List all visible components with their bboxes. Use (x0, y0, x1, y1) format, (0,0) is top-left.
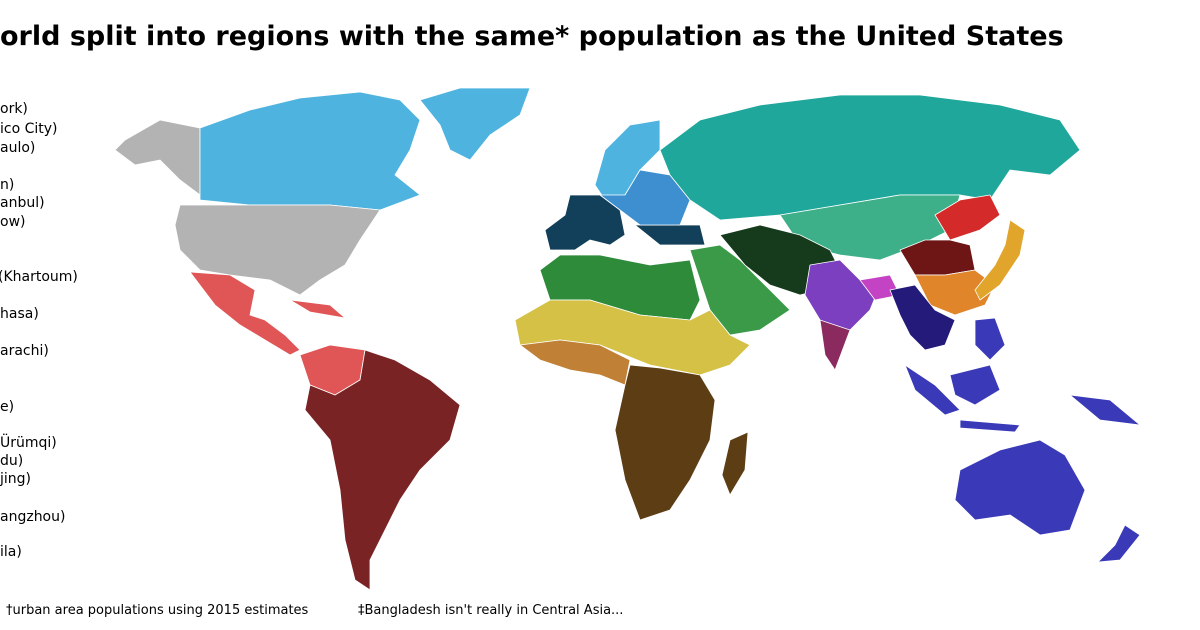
legend-entry: angzhou) (0, 509, 65, 525)
legend-entry: du) (0, 453, 23, 469)
region (304, 349, 461, 591)
legend-entry: aulo) (0, 140, 35, 156)
region (634, 224, 706, 246)
region (949, 364, 1001, 406)
region (189, 271, 301, 356)
legend-entry: Ürümqi) (0, 433, 57, 451)
legend-entry: jing) (0, 471, 31, 487)
footnote: ‡Bangladesh isn't really in Central Asia… (358, 603, 623, 618)
region (974, 219, 1026, 301)
region (659, 94, 1081, 221)
footnote: †urban area populations using 2015 estim… (6, 603, 309, 618)
region (419, 87, 531, 161)
legend-entry: ico City) (0, 121, 58, 137)
region (114, 119, 201, 196)
legend-entry: ila) (0, 544, 22, 560)
title: orld split into regions with the same* p… (0, 21, 1064, 52)
region (1097, 524, 1141, 563)
legend-entry: hasa) (0, 306, 39, 322)
legend-entry: ow) (0, 214, 25, 230)
region (289, 299, 346, 319)
legend-entry: arachi) (0, 343, 49, 359)
legend-entry: ork) (0, 101, 28, 117)
region (174, 204, 381, 296)
legend-entry: (Khartoum) (0, 269, 78, 285)
legend-entry: anbul) (0, 195, 45, 211)
region (889, 284, 956, 351)
region (954, 439, 1086, 536)
region (819, 319, 851, 371)
legend: ork) ico City) aulo) n) anbul) ow) (Khartoum) h… (0, 101, 78, 560)
legend-entry: n) (0, 177, 14, 193)
region (721, 431, 749, 496)
region (1069, 394, 1141, 426)
region (544, 194, 626, 251)
region (974, 317, 1006, 361)
region (899, 239, 976, 276)
region (959, 419, 1021, 433)
region (614, 364, 716, 521)
region (904, 364, 961, 416)
region (689, 244, 791, 336)
legend-entry: e) (0, 399, 14, 415)
region (914, 269, 996, 316)
region (199, 91, 421, 211)
world-map (114, 87, 1141, 591)
